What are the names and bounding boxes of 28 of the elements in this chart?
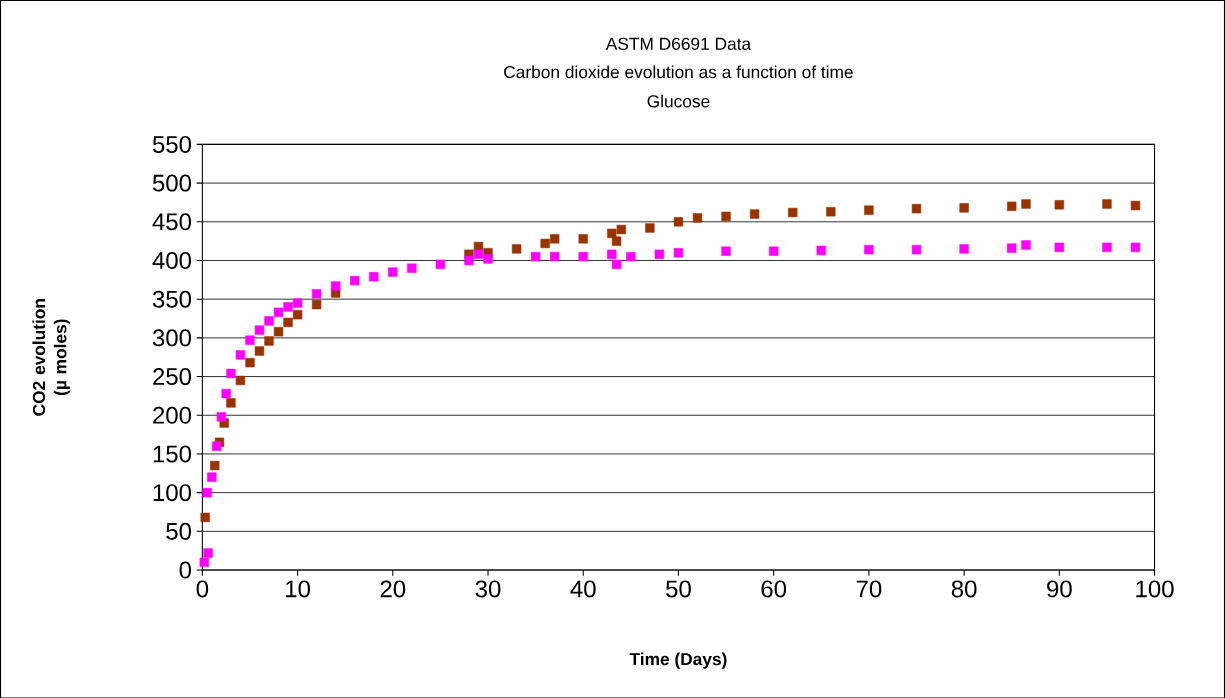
y-tick-label: 100 (153, 483, 192, 501)
x-tick-label: 90 (1047, 580, 1072, 598)
y-tick-label: 350 (152, 290, 192, 308)
y-tick-label: 200 (153, 406, 192, 424)
y-tick-label: 0 (179, 561, 192, 579)
x-axis-title: Time (Days) (629, 652, 727, 669)
x-tick-label: 40 (570, 580, 596, 598)
text: Glucose (647, 94, 710, 108)
x-tick-label: 80 (951, 580, 977, 598)
y-tick-label: 550 (152, 135, 192, 153)
x-tick-label: 100 (1136, 580, 1174, 598)
y-tick-label: 400 (152, 251, 192, 269)
chart-subtitle: Carbon dioxide evolution as a function of time (504, 65, 853, 78)
x-tick-label: 10 (286, 580, 310, 598)
y-tick-label: 150 (153, 445, 192, 463)
y-tick-label: 250 (153, 367, 192, 385)
y-tick-label: 450 (152, 213, 192, 231)
y-tick-label: 50 (166, 522, 192, 540)
y-tick-label: 300 (152, 329, 192, 347)
x-tick-label: 70 (856, 580, 882, 598)
x-tick-label: 30 (475, 580, 501, 598)
x-tick-label: 20 (380, 580, 406, 598)
x-tick-label: 50 (666, 580, 691, 598)
chart-title: ASTM D6691 Data (605, 37, 752, 50)
x-tick-label: 0 (196, 580, 209, 598)
y-tick-label: 500 (152, 174, 192, 192)
x-tick-label: 60 (761, 580, 787, 598)
y-axis-title: CO2 evolution (µ moles) (32, 298, 70, 416)
